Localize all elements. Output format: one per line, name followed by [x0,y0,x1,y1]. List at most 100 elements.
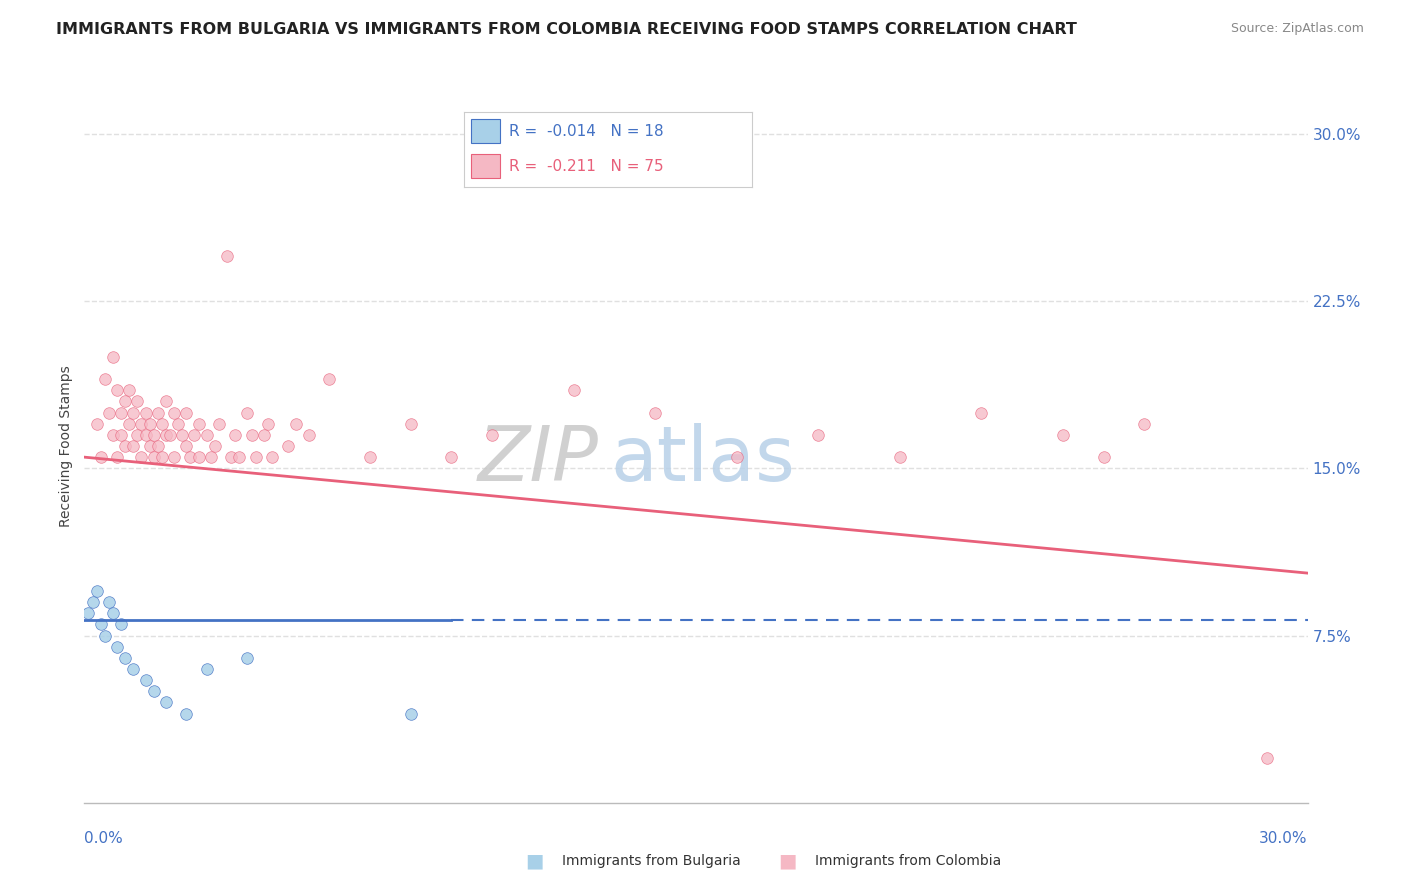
Point [110,617,132,632]
Point [118,384,141,398]
Bar [471,119,501,144]
Point [155,394,177,409]
Point [236,651,259,665]
Point [97,595,120,609]
Point [90,450,112,465]
Point [101,607,124,621]
Point [82,595,104,609]
Point [93,372,117,386]
Point [1133,417,1156,431]
Point [93,628,117,642]
Point [399,417,422,431]
Point [135,427,157,442]
Point [257,417,280,431]
Point [253,427,276,442]
Point [183,427,205,442]
Point [135,673,157,687]
Text: IMMIGRANTS FROM BULGARIA VS IMMIGRANTS FROM COLOMBIA RECEIVING FOOD STAMPS CORRE: IMMIGRANTS FROM BULGARIA VS IMMIGRANTS F… [56,22,1077,37]
Point [644,405,666,420]
Point [807,427,830,442]
Point [122,439,145,453]
Point [725,450,748,465]
Point [167,417,190,431]
Point [1092,450,1115,465]
Point [176,405,198,420]
Point [142,684,165,698]
Text: atlas: atlas [610,424,796,497]
Point [318,372,340,386]
Bar [471,154,501,178]
Point [889,450,911,465]
Point [187,417,209,431]
Text: ■: ■ [524,851,544,871]
Point [135,405,157,420]
Point [150,450,173,465]
Point [86,583,108,598]
Text: Immigrants from Colombia: Immigrants from Colombia [815,854,1001,868]
Text: Source: ZipAtlas.com: Source: ZipAtlas.com [1230,22,1364,36]
Point [236,405,259,420]
Point [195,662,218,676]
Point [110,427,132,442]
Point [562,384,585,398]
Point [146,439,169,453]
Point [101,350,124,364]
Point [187,450,209,465]
Point [285,417,308,431]
Point [970,405,993,420]
Point [176,439,198,453]
Point [195,427,218,442]
Point [110,405,132,420]
Point [131,417,153,431]
Point [105,384,128,398]
Point [138,439,160,453]
Point [86,417,108,431]
Point [155,427,177,442]
Point [176,706,198,721]
Text: R =  -0.211   N = 75: R = -0.211 N = 75 [509,159,664,174]
Point [122,662,145,676]
Point [127,394,149,409]
Point [142,427,165,442]
Point [114,394,136,409]
Text: 30.0%: 30.0% [1260,831,1308,847]
Point [240,427,263,442]
Point [224,427,246,442]
Point [1052,427,1074,442]
Point [204,439,226,453]
Y-axis label: Receiving Food Stamps: Receiving Food Stamps [59,365,73,527]
Point [219,450,242,465]
Point [208,417,231,431]
Point [172,427,194,442]
Point [114,651,136,665]
Point [163,405,186,420]
Point [359,450,381,465]
Point [245,450,267,465]
Point [131,450,153,465]
Point [127,427,149,442]
Point [217,249,239,264]
Point [481,427,503,442]
Point [200,450,222,465]
Point [440,450,463,465]
Point [298,427,321,442]
Point [150,417,173,431]
Point [146,405,169,420]
Point [155,696,177,710]
Point [118,417,141,431]
Point [163,450,186,465]
Point [105,450,128,465]
Point [101,427,124,442]
Point [1256,751,1278,765]
Point [97,405,120,420]
Point [77,607,100,621]
Point [138,417,160,431]
Text: Immigrants from Bulgaria: Immigrants from Bulgaria [562,854,741,868]
Point [142,450,165,465]
Point [114,439,136,453]
Text: ■: ■ [778,851,797,871]
Text: ZIP: ZIP [477,424,598,497]
Point [179,450,201,465]
Text: 0.0%: 0.0% [84,831,124,847]
Point [277,439,299,453]
